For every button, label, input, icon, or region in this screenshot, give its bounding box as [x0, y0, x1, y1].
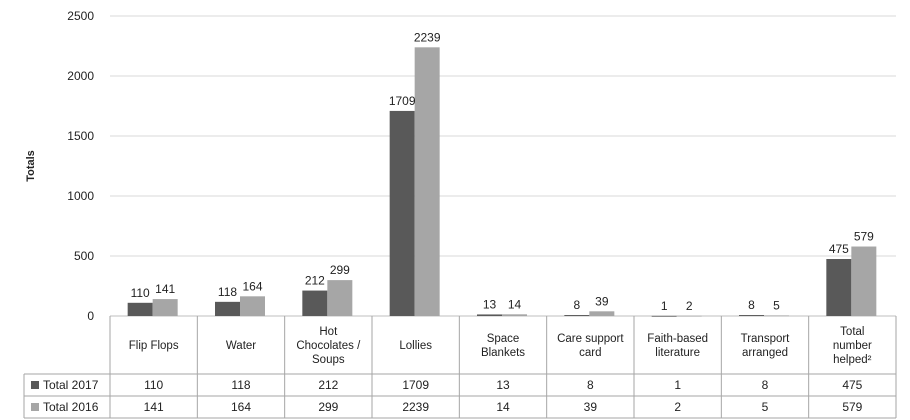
data-label: 1	[661, 299, 668, 313]
legend-entry: Total 2016	[43, 400, 99, 414]
x-category-label: Lollies	[399, 340, 432, 352]
table-cell: 118	[231, 378, 250, 392]
y-tick-label: 1500	[67, 129, 94, 143]
x-category-label: Water	[226, 340, 256, 352]
bar-total-2017	[564, 315, 590, 316]
data-label: 8	[748, 298, 755, 312]
y-tick-label: 2000	[67, 69, 94, 83]
legend-swatch	[31, 403, 39, 411]
table-cell: 2239	[402, 400, 429, 414]
bar-total-2016	[152, 299, 178, 316]
table-cell: 8	[762, 378, 769, 392]
table-cell: 475	[842, 378, 862, 392]
data-label: 475	[829, 242, 849, 256]
bar-total-2016	[240, 296, 265, 316]
gridlines	[110, 15, 896, 317]
table-cell: 579	[842, 400, 862, 414]
bar-total-2016	[327, 280, 353, 316]
table-cell: 141	[144, 400, 164, 414]
data-label: 1709	[389, 94, 416, 108]
x-category-label: Transport arranged	[741, 333, 791, 359]
bar-total-2017	[302, 290, 328, 316]
bar-total-2016	[414, 47, 440, 316]
data-table: Flip Flops Water Hot Chocolates / Soups Lolli…	[23, 316, 897, 419]
legend-entry: Total 2017	[43, 378, 99, 392]
bar-total-2017	[739, 315, 764, 316]
table-cell: 13	[496, 378, 510, 392]
bar-total-2016	[502, 314, 527, 316]
data-label: 579	[854, 230, 874, 244]
x-category-label: Total number helped²	[833, 326, 872, 366]
bar-total-2016	[851, 246, 877, 316]
table-cell: 110	[144, 378, 163, 392]
bars	[127, 47, 877, 317]
data-label: 141	[155, 282, 175, 296]
bar-total-2017	[127, 302, 153, 316]
table-cell: 14	[496, 400, 510, 414]
data-labels: 110 118 212 1709 13 8 1 8 475 141 164 299 2239 14 39 2 5…	[131, 30, 875, 313]
bar-total-2017	[477, 314, 502, 316]
data-label: 299	[330, 263, 350, 277]
y-tick-label: 1000	[67, 189, 94, 203]
y-axis-ticks: 0 500 1000 1500 2000 2500	[67, 9, 94, 323]
table-cell: 5	[762, 400, 769, 414]
bar-total-2017	[651, 315, 677, 317]
data-label: 5	[773, 298, 780, 312]
table-cell: 39	[584, 400, 598, 414]
y-tick-label: 2500	[67, 9, 94, 23]
table-cell: 212	[318, 378, 338, 392]
data-label: 212	[305, 274, 325, 288]
data-label: 2239	[414, 30, 441, 44]
y-axis-label: Totals	[25, 150, 37, 182]
data-label: 39	[595, 294, 609, 308]
data-label: 164	[242, 279, 262, 293]
bar-total-2016	[676, 315, 702, 317]
data-label: 14	[508, 297, 522, 311]
data-label: 8	[573, 298, 580, 312]
bar-total-2017	[389, 110, 415, 316]
legend-swatch	[31, 381, 39, 389]
table-cell: 8	[587, 378, 594, 392]
x-category-label: Faith-based literature	[647, 333, 708, 359]
data-label: 118	[218, 285, 237, 299]
table-cell: 299	[318, 400, 338, 414]
x-category-label: Space Blankets	[481, 333, 525, 359]
data-label: 110	[131, 286, 150, 300]
y-tick-label: 0	[87, 309, 94, 323]
bar-total-2016	[764, 315, 789, 317]
y-tick-label: 500	[74, 249, 94, 263]
x-category-label: Care support card	[557, 333, 624, 359]
x-category-label: Flip Flops	[129, 340, 179, 352]
bar-total-2017	[215, 301, 240, 316]
x-category-label: Hot Chocolates / Soups	[296, 326, 361, 366]
table-cell: 164	[231, 400, 251, 414]
table-cell: 1709	[402, 378, 429, 392]
table-cell: 2	[674, 400, 681, 414]
data-label: 2	[686, 299, 693, 313]
bar-total-2017	[826, 259, 852, 316]
table-cell: 1	[674, 378, 681, 392]
bar-total-2016	[589, 311, 615, 316]
data-label: 13	[483, 297, 497, 311]
